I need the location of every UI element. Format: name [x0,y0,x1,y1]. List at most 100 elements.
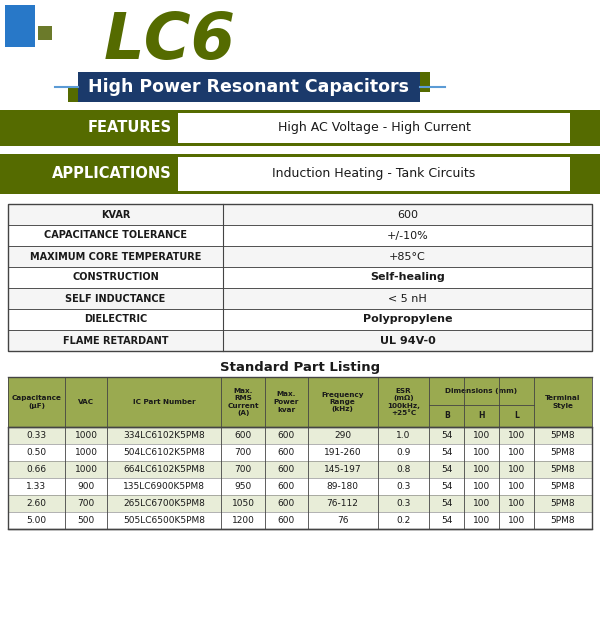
Bar [8,377,592,427]
Text: 700: 700 [235,448,252,457]
Text: 900: 900 [77,482,95,491]
Text: CAPACITANCE TOLERANCE: CAPACITANCE TOLERANCE [44,231,187,241]
Text: 54: 54 [441,516,452,525]
Text: 600: 600 [278,465,295,474]
Text: DIELECTRIC: DIELECTRIC [84,314,147,324]
Bar [8,288,592,309]
Text: MAXIMUM CORE TEMPERATURE: MAXIMUM CORE TEMPERATURE [30,251,201,262]
Text: 100: 100 [508,516,525,525]
Text: 54: 54 [441,499,452,508]
Text: VAC: VAC [78,399,94,405]
Text: 100: 100 [473,499,490,508]
Text: 100: 100 [508,465,525,474]
Text: 89-180: 89-180 [326,482,359,491]
Text: 100: 100 [508,448,525,457]
Text: 5PM8: 5PM8 [551,499,575,508]
Text: 600: 600 [278,431,295,440]
Bar [8,225,592,246]
Bar [8,478,592,495]
Text: Capacitance
(µF): Capacitance (µF) [11,395,61,409]
Text: Frequency
Range
(kHz): Frequency Range (kHz) [322,392,364,413]
Text: +/-10%: +/-10% [386,231,428,241]
Text: 100: 100 [508,499,525,508]
Text: 700: 700 [235,465,252,474]
Text: B: B [444,411,449,420]
Text: 54: 54 [441,465,452,474]
Text: 1.33: 1.33 [26,482,46,491]
Text: 5PM8: 5PM8 [551,465,575,474]
Text: 600: 600 [278,499,295,508]
Text: 290: 290 [334,431,351,440]
Text: 145-197: 145-197 [324,465,361,474]
Text: 100: 100 [473,516,490,525]
Text: 54: 54 [441,448,452,457]
Text: 504LC6102K5PM8: 504LC6102K5PM8 [124,448,205,457]
Bar [8,495,592,512]
Bar [8,204,592,225]
Text: L: L [514,411,519,420]
Text: 1000: 1000 [74,465,98,474]
Text: 600: 600 [397,210,418,220]
Text: SELF INDUCTANCE: SELF INDUCTANCE [65,293,166,304]
Text: 600: 600 [278,482,295,491]
Text: 135LC6900K5PM8: 135LC6900K5PM8 [124,482,205,491]
Bar [8,309,592,330]
Bar [38,26,52,40]
Text: Self-healing: Self-healing [370,272,445,283]
Text: 600: 600 [278,448,295,457]
Text: 1.0: 1.0 [396,431,410,440]
Text: High AC Voltage - High Current: High AC Voltage - High Current [278,121,470,135]
Text: 505LC6500K5PM8: 505LC6500K5PM8 [124,516,205,525]
Text: 664LC6102K5PM8: 664LC6102K5PM8 [124,465,205,474]
Text: 0.9: 0.9 [396,448,410,457]
Text: 1050: 1050 [232,499,254,508]
Text: 600: 600 [278,516,295,525]
Text: 100: 100 [473,465,490,474]
Bar [178,113,570,143]
Text: Standard Part Listing: Standard Part Listing [220,361,380,373]
Text: FEATURES: FEATURES [88,121,172,135]
Text: 100: 100 [473,431,490,440]
Text: 1000: 1000 [74,431,98,440]
Text: 100: 100 [508,482,525,491]
Text: 1200: 1200 [232,516,254,525]
Text: High Power Resonant Capacitors: High Power Resonant Capacitors [89,78,409,96]
Bar [0,0,600,105]
Bar [8,204,592,351]
Text: 76: 76 [337,516,349,525]
Bar [0,110,600,146]
Bar [8,444,592,461]
Bar [178,157,570,191]
Text: 334LC6102K5PM8: 334LC6102K5PM8 [124,431,205,440]
Text: UL 94V-0: UL 94V-0 [380,335,436,345]
Text: 100: 100 [508,431,525,440]
Text: 5PM8: 5PM8 [551,516,575,525]
Text: FLAME RETARDANT: FLAME RETARDANT [63,335,168,345]
Bar [8,427,592,444]
Text: 5PM8: 5PM8 [551,448,575,457]
Bar [78,72,420,102]
Text: 0.8: 0.8 [396,465,410,474]
Text: 1000: 1000 [74,448,98,457]
Text: 100: 100 [473,482,490,491]
Bar [0,154,600,194]
Text: 100: 100 [473,448,490,457]
Text: 0.3: 0.3 [396,499,410,508]
Text: 0.66: 0.66 [26,465,46,474]
Text: Terminal
Style: Terminal Style [545,395,581,409]
Text: 950: 950 [235,482,252,491]
Text: < 5 nH: < 5 nH [388,293,427,304]
Text: Dimensions (mm): Dimensions (mm) [445,388,518,394]
Text: 54: 54 [441,431,452,440]
Text: 76-112: 76-112 [326,499,359,508]
Text: ESR
(mΩ)
100kHz,
+25°C: ESR (mΩ) 100kHz, +25°C [387,388,420,417]
Text: 0.33: 0.33 [26,431,46,440]
Bar [5,5,35,47]
Bar [8,267,592,288]
Text: 600: 600 [235,431,252,440]
Bar [8,512,592,529]
Text: Max.
Power
kvar: Max. Power kvar [274,392,299,413]
Text: Max.
RMS
Current
(A): Max. RMS Current (A) [227,388,259,417]
Text: 191-260: 191-260 [324,448,361,457]
Text: Polypropylene: Polypropylene [363,314,452,324]
